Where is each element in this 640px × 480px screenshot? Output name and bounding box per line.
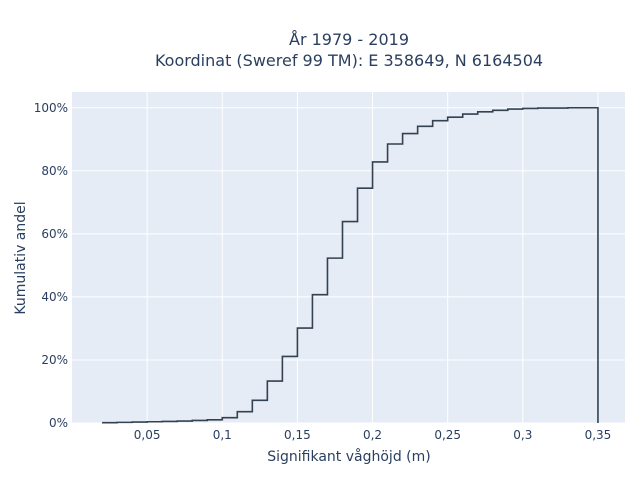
x-tick-label: 0,3 — [513, 428, 532, 442]
y-tick-label: 40% — [41, 290, 68, 304]
y-tick-label: 20% — [41, 353, 68, 367]
x-tick-label: 0,05 — [134, 428, 161, 442]
y-tick-label: 60% — [41, 227, 68, 241]
x-tick-label: 0,1 — [213, 428, 232, 442]
cumulative-step-line — [102, 106, 599, 424]
x-tick-labels: 0,05 0,1 0,15 0,2 0,25 0,3 0,35 — [134, 428, 612, 442]
chart-title-line2: Koordinat (Sweref 99 TM): E 358649, N 61… — [155, 51, 543, 70]
y-tick-label: 0% — [49, 416, 68, 430]
y-tick-label: 80% — [41, 164, 68, 178]
plot-area — [72, 92, 625, 423]
x-tick-label: 0,15 — [284, 428, 311, 442]
x-axis-title: Signifikant våghöjd (m) — [267, 448, 430, 465]
y-axis-title: Kumulativ andel — [13, 201, 29, 314]
series-group — [102, 106, 599, 424]
x-tick-label: 0,35 — [585, 428, 612, 442]
chart-title-line1: År 1979 - 2019 — [289, 30, 409, 49]
y-tick-labels: 0% 20% 40% 60% 80% 100% — [34, 101, 68, 430]
x-tick-label: 0,2 — [363, 428, 382, 442]
y-tick-label: 100% — [34, 101, 68, 115]
x-tick-label: 0,25 — [434, 428, 461, 442]
